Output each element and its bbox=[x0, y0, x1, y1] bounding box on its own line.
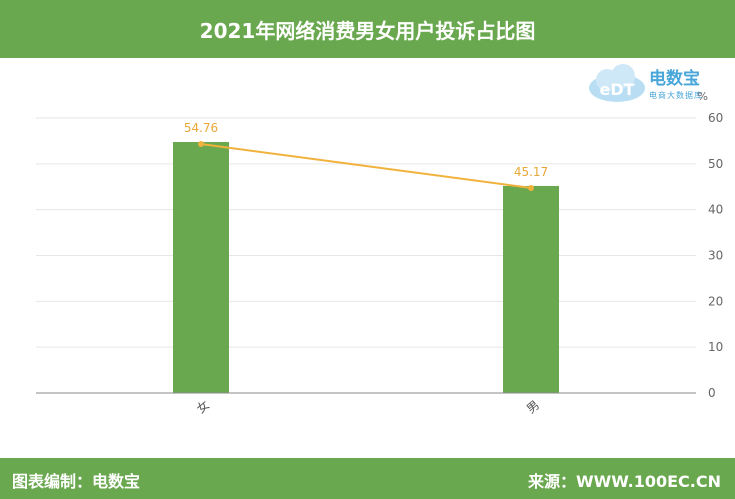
title-bar: 2021年网络消费男女用户投诉占比图 bbox=[0, 0, 735, 58]
footer-credit: 图表编制：电数宝 bbox=[12, 472, 141, 491]
y-tick-label: 50 bbox=[708, 157, 723, 171]
y-tick-label: 0 bbox=[708, 386, 716, 400]
data-label: 45.17 bbox=[514, 165, 548, 179]
x-axis: 女男 bbox=[193, 397, 542, 416]
y-tick-label: 40 bbox=[708, 203, 723, 217]
y-unit-label: % bbox=[698, 90, 708, 103]
bar-1 bbox=[503, 185, 559, 393]
logo-subtitle: 电商大数据库 bbox=[649, 91, 703, 100]
data-label: 54.76 bbox=[184, 121, 218, 135]
chart-title: 2021年网络消费男女用户投诉占比图 bbox=[199, 18, 536, 43]
y-tick-label: 30 bbox=[708, 249, 723, 263]
bar-0 bbox=[173, 142, 229, 393]
footer-source: 来源：WWW.100EC.CN bbox=[527, 472, 721, 491]
gridlines bbox=[36, 117, 696, 348]
line-point bbox=[528, 184, 534, 191]
cloud-logo-icon: eDT bbox=[589, 64, 645, 102]
logo-mark: eDT bbox=[599, 80, 634, 99]
y-axis: 0 10 20 30 40 50 60 bbox=[708, 111, 723, 400]
logo: eDT 电数宝 电商大数据库 bbox=[585, 62, 705, 106]
y-tick-label: 20 bbox=[708, 294, 723, 308]
y-tick-label: 60 bbox=[708, 111, 723, 125]
line-overlay: 54.76 45.17 bbox=[184, 121, 548, 191]
chart-area: 0102030405060 % 54.7645.17 女男 bbox=[36, 90, 723, 416]
line-point bbox=[198, 141, 204, 148]
footer: 图表编制：电数宝 来源：WWW.100EC.CN bbox=[0, 458, 735, 499]
x-tick-label: 女 bbox=[193, 397, 212, 416]
logo-brand: 电数宝 bbox=[649, 69, 700, 89]
x-tick-label: 男 bbox=[524, 398, 542, 416]
bars bbox=[173, 142, 559, 393]
y-tick-label: 10 bbox=[708, 340, 723, 354]
series-line bbox=[200, 143, 532, 189]
